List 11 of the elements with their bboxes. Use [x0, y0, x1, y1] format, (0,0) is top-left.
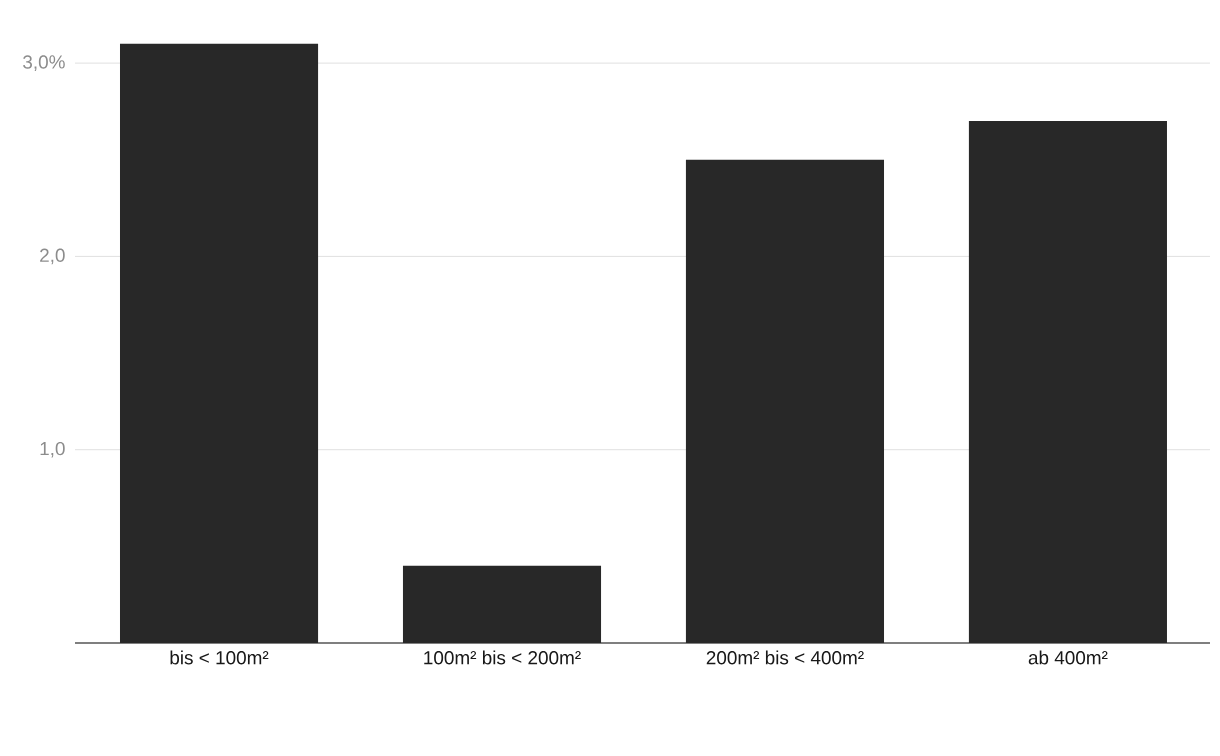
x-tick-label: bis < 100m²: [170, 650, 269, 665]
bar: [685, 159, 885, 643]
y-tick-label: 1,0: [40, 441, 65, 458]
bar: [119, 43, 319, 643]
x-tick-label: 100m² bis < 200m²: [424, 650, 581, 665]
x-tick-label: 200m² bis < 400m²: [706, 650, 864, 665]
y-tick-label: 3,0%: [23, 55, 65, 71]
bar: [968, 121, 1167, 643]
x-tick-label: ab 400m²: [1028, 650, 1108, 665]
bar: [402, 565, 602, 643]
y-tick-label: 2,0: [40, 248, 65, 265]
